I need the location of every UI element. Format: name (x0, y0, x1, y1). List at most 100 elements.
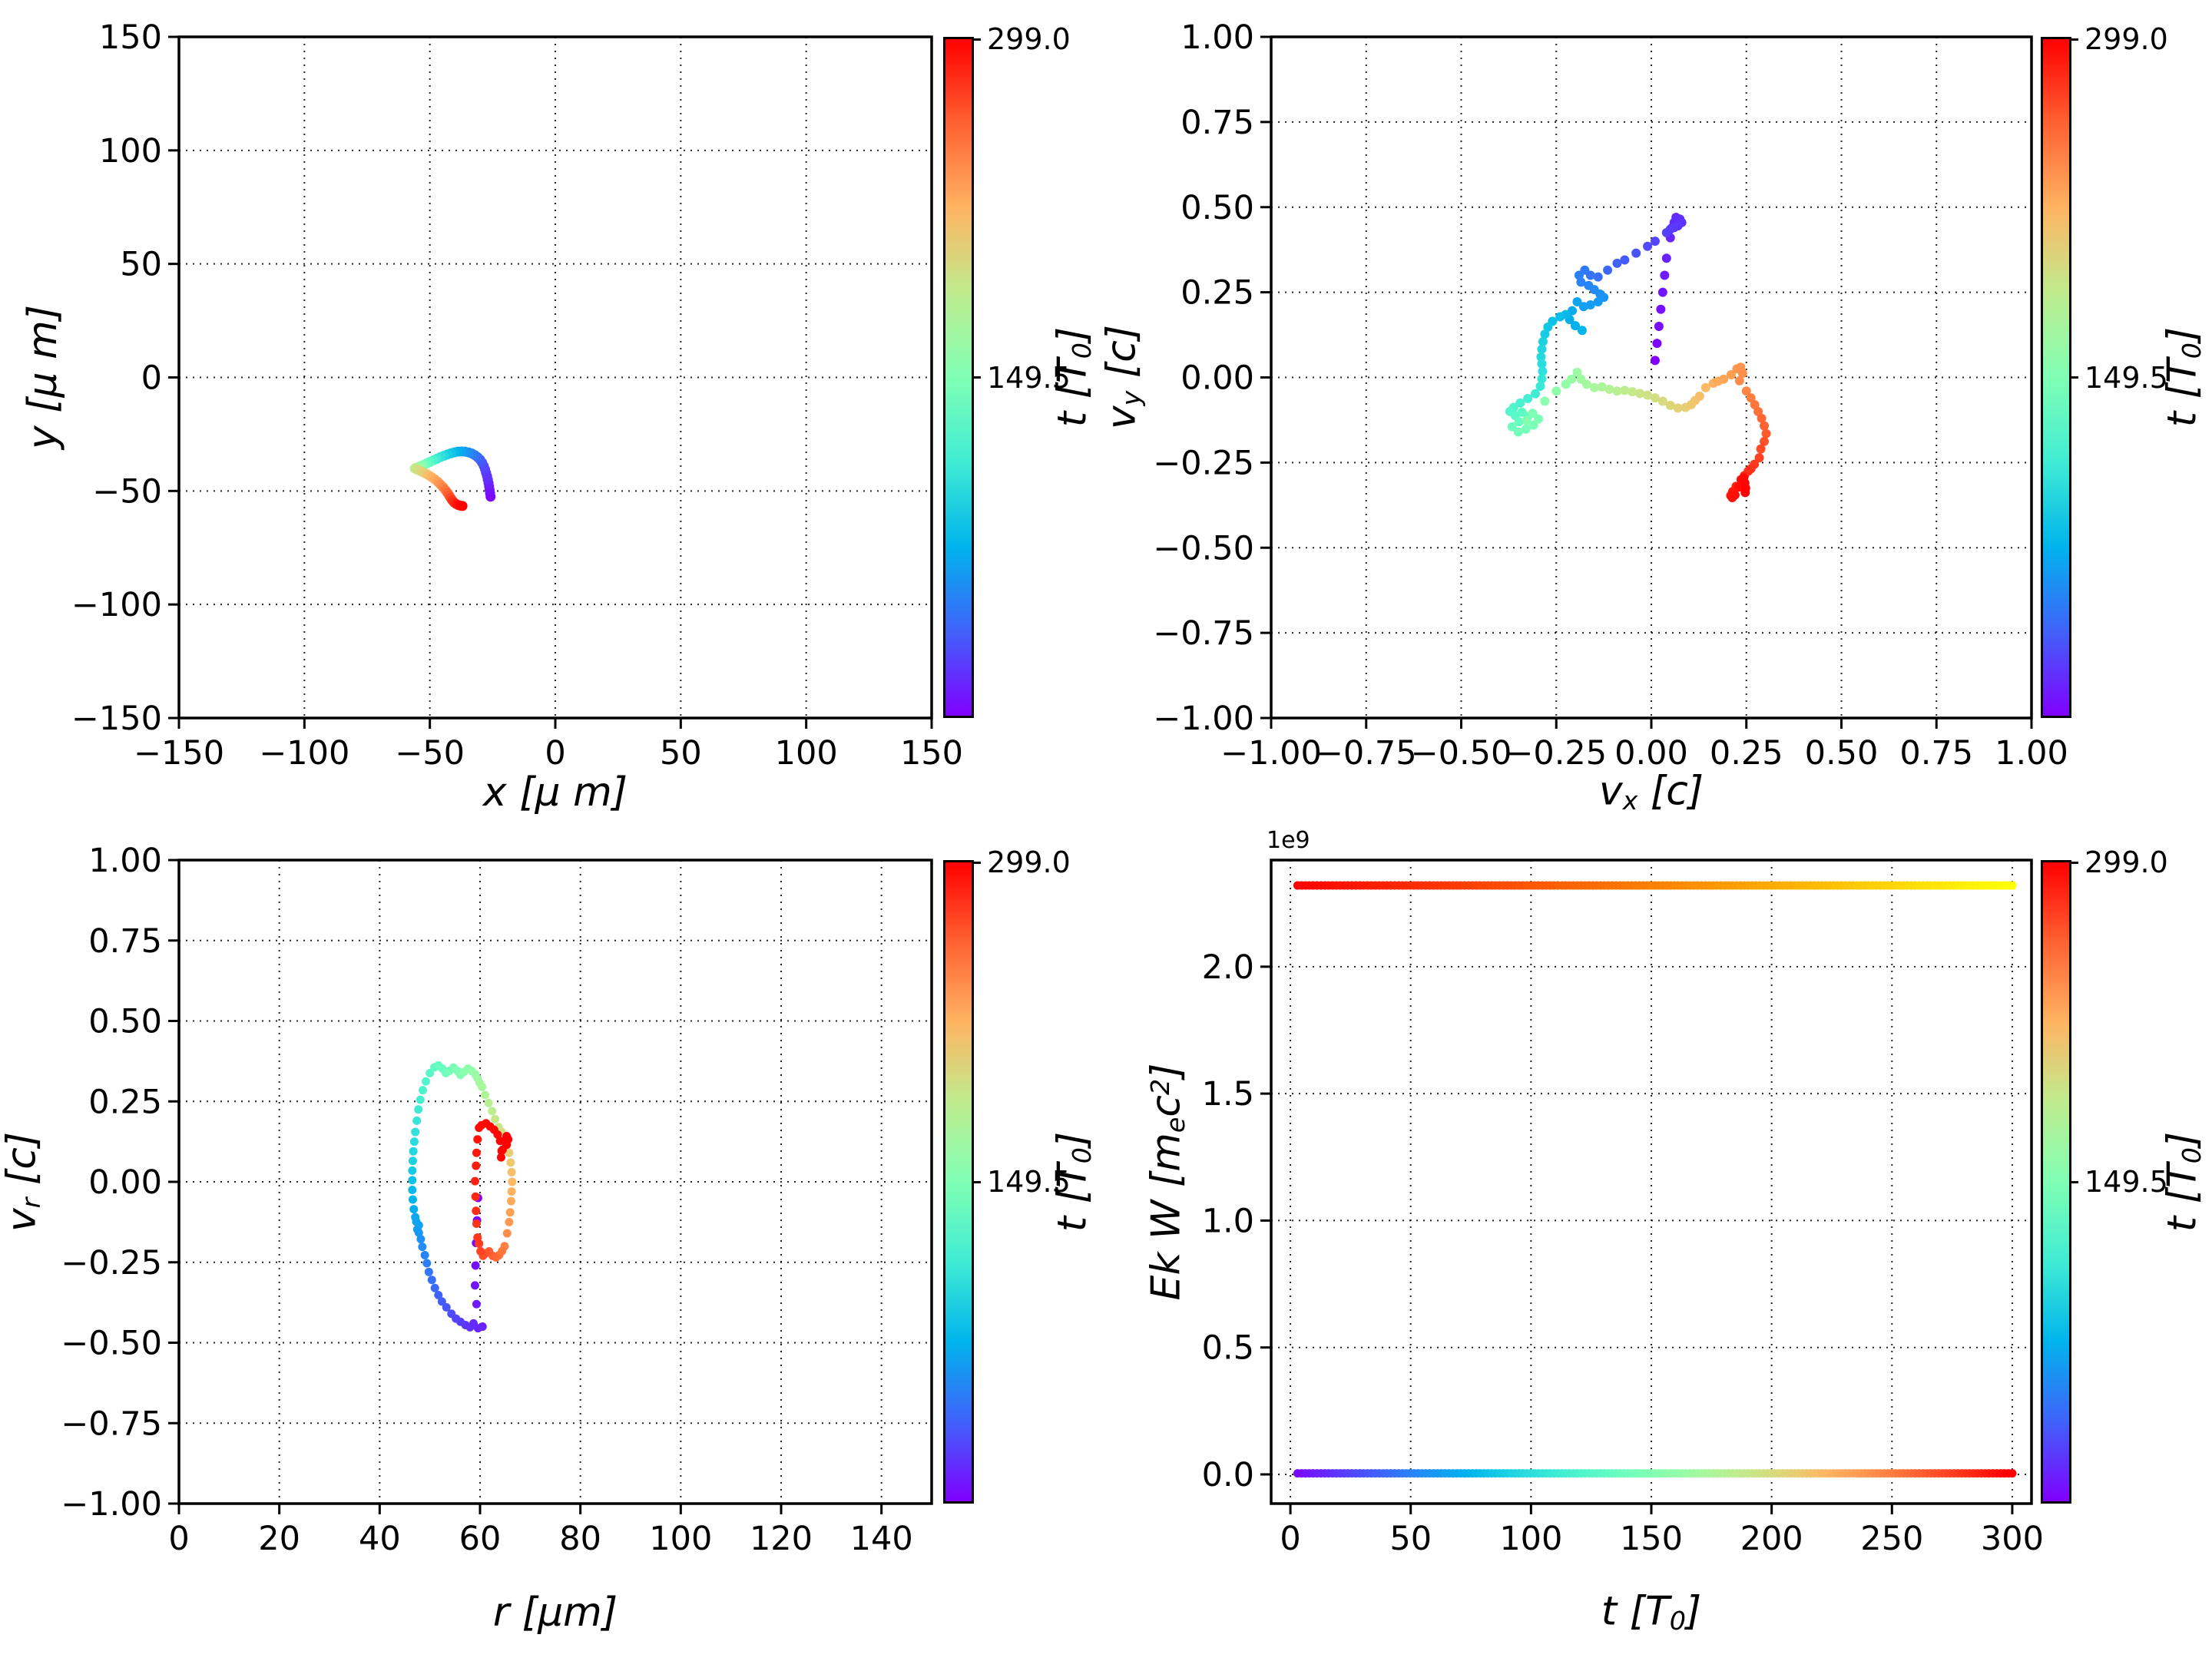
svg-text:50: 50 (120, 246, 162, 284)
svg-text:150: 150 (900, 734, 963, 773)
tick-mark (2069, 1180, 2078, 1183)
svg-text:0.50: 0.50 (88, 1003, 162, 1041)
svg-text:0.00: 0.00 (1614, 734, 1688, 773)
plot-rvr-ylabel: vr [c] (0, 1131, 47, 1233)
svg-text:100: 100 (775, 734, 838, 773)
svg-text:0.0: 0.0 (1202, 1456, 1254, 1494)
svg-text:0.5: 0.5 (1202, 1329, 1254, 1368)
colorbar-rvr-label: t [T0] (1049, 1131, 1098, 1233)
plot-energy-xlabel: t [T0] (1601, 1588, 1702, 1636)
colorbar-tick-max: 299.0 (972, 845, 1071, 879)
svg-text:150: 150 (99, 18, 162, 57)
svg-text:−150: −150 (134, 734, 224, 773)
svg-text:−50: −50 (92, 472, 162, 511)
colorbar-tick-mid: 149.5 (972, 1165, 1071, 1199)
colorbar-max-value: 299.0 (987, 22, 1071, 56)
svg-text:100: 100 (1499, 1520, 1562, 1558)
colorbar-vxvy-label: t [T0] (2159, 326, 2207, 428)
plot-vxvy-ylabel: vy [c] (1098, 324, 1147, 430)
svg-text:−0.25: −0.25 (1153, 444, 1254, 482)
svg-text:150: 150 (1620, 1520, 1683, 1558)
svg-text:50: 50 (660, 734, 702, 773)
svg-text:−1.00: −1.00 (1220, 734, 1322, 773)
plot-xy-ylabel: y [μ m] (20, 304, 66, 450)
svg-text:100: 100 (99, 132, 162, 170)
svg-text:0.75: 0.75 (1181, 104, 1254, 142)
svg-text:0: 0 (168, 1520, 189, 1558)
tick-mark (972, 861, 981, 864)
svg-text:−1.00: −1.00 (61, 1485, 162, 1524)
svg-text:0.75: 0.75 (88, 922, 162, 961)
svg-text:0.25: 0.25 (1710, 734, 1783, 773)
tick-mark (972, 1180, 981, 1183)
svg-text:0.25: 0.25 (88, 1083, 162, 1121)
plot-xy-xlabel: x [μ m] (482, 769, 628, 816)
svg-text:0.00: 0.00 (88, 1163, 162, 1202)
svg-text:0: 0 (545, 734, 565, 773)
svg-text:60: 60 (459, 1520, 502, 1558)
svg-text:0.50: 0.50 (1805, 734, 1879, 773)
svg-text:−100: −100 (259, 734, 349, 773)
tick-mark (2069, 861, 2078, 864)
svg-text:−0.25: −0.25 (61, 1244, 162, 1282)
colorbar-max-value: 299.0 (2085, 845, 2168, 879)
plot-vxvy-canvas: −1.00−0.75−0.50−0.25 0.00 0.25 0.50 0.75 1.00… (1153, 18, 2068, 773)
svg-text:80: 80 (559, 1520, 601, 1558)
colorbar-mid-value: 149.5 (987, 1165, 1071, 1199)
svg-text:0: 0 (1280, 1520, 1300, 1558)
svg-text:−0.75: −0.75 (61, 1405, 162, 1443)
svg-text:0.50: 0.50 (1181, 189, 1254, 227)
svg-text:1.5: 1.5 (1202, 1075, 1254, 1113)
svg-text:20: 20 (258, 1520, 300, 1558)
colorbar-rvr: 299.0 149.5 (943, 845, 1071, 1504)
svg-text:1.00: 1.00 (1995, 734, 2068, 773)
colorbar-tick-mid: 149.5 (972, 361, 1071, 395)
svg-text:−150: −150 (71, 700, 162, 738)
colorbar-vxvy: 299.0 149.5 (2041, 22, 2168, 718)
svg-text:−0.50: −0.50 (61, 1325, 162, 1363)
svg-text:120: 120 (750, 1520, 813, 1558)
plot-xy-canvas: −150 −100 −50 0 50 100 150 150 100 50 0 −50 −100 −150 (71, 18, 963, 773)
svg-text:100: 100 (649, 1520, 712, 1558)
plot-energy-canvas: 0 50 100 150 200 250 300 2.0 1.5 1.0 0.5 0.0 1e9 (1202, 827, 2044, 1558)
svg-text:1e9: 1e9 (1267, 827, 1310, 854)
svg-text:0.75: 0.75 (1899, 734, 1973, 773)
colorbar-xy-label: t [T0] (1049, 326, 1098, 428)
colorbar-energy-label: t [T0] (2159, 1131, 2207, 1233)
svg-text:2.0: 2.0 (1202, 948, 1254, 987)
colorbar-tick-max: 299.0 (2069, 845, 2168, 879)
colorbar-mid-value: 149.5 (2085, 360, 2168, 395)
svg-text:−0.75: −0.75 (1316, 734, 1417, 773)
svg-text:−1.00: −1.00 (1153, 700, 1254, 738)
svg-text:1.0: 1.0 (1202, 1202, 1254, 1240)
svg-text:−0.25: −0.25 (1505, 734, 1607, 773)
colorbar-tick-mid: 149.5 (2069, 361, 2168, 395)
plot-rvr-canvas: 0 20 40 60 80 100 120 140 1.00 0.75 0.50 0.25 0.00 −0… (61, 842, 933, 1558)
tick-mark (972, 376, 981, 379)
svg-text:1.00: 1.00 (88, 842, 162, 880)
svg-text:0.25: 0.25 (1181, 274, 1254, 313)
svg-text:40: 40 (359, 1520, 401, 1558)
colorbar-xy: 299.0 149.5 (943, 22, 1071, 718)
svg-text:1.00: 1.00 (1181, 18, 1254, 57)
svg-text:−50: −50 (395, 734, 465, 773)
svg-text:0.00: 0.00 (1181, 359, 1254, 398)
colorbar-max-value: 299.0 (987, 845, 1071, 879)
svg-text:300: 300 (1981, 1520, 2044, 1558)
colorbar-tick-mid: 149.5 (2069, 1165, 2168, 1199)
svg-text:−0.75: −0.75 (1153, 614, 1254, 653)
svg-text:250: 250 (1860, 1520, 1923, 1558)
colorbar-tick-max: 299.0 (2069, 22, 2168, 56)
colorbar-mid-value: 149.5 (2085, 1165, 2168, 1199)
colorbar-energy: 299.0 149.5 (2041, 845, 2168, 1504)
tick-mark (2069, 38, 2078, 41)
svg-text:140: 140 (850, 1520, 913, 1558)
svg-text:−0.50: −0.50 (1153, 529, 1254, 567)
plot-vxvy-xlabel: vx [c] (1598, 768, 1704, 816)
svg-text:−100: −100 (71, 586, 162, 624)
svg-text:−0.50: −0.50 (1411, 734, 1512, 773)
tick-mark (972, 38, 981, 41)
colorbar-tick-max: 299.0 (972, 22, 1071, 56)
plot-energy-ylabel: Ek W [mec2] (1143, 1063, 1191, 1301)
